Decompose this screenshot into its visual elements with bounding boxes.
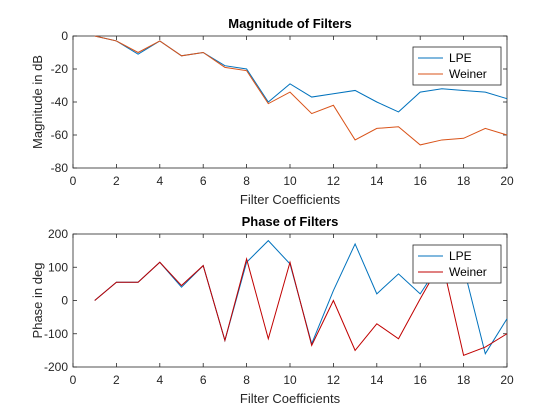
y-tick-label: -80	[51, 161, 69, 175]
legend-entry: LPE	[449, 51, 472, 65]
x-tick-label: 8	[243, 373, 250, 387]
y-axis-label: Magnitude in dB	[30, 55, 45, 149]
y-axis-label: Phase in deg	[30, 263, 45, 339]
legend-entry: LPE	[449, 249, 472, 263]
x-axis-label: Filter Coefficients	[240, 192, 341, 207]
x-axis-label: Filter Coefficients	[240, 391, 341, 406]
y-tick-label: -200	[44, 360, 68, 374]
x-tick-label: 20	[500, 373, 514, 387]
x-tick-label: 16	[414, 373, 428, 387]
x-tick-label: 0	[70, 174, 77, 188]
y-tick-label: -100	[44, 327, 68, 341]
x-tick-label: 6	[200, 174, 207, 188]
legend-entry: Weiner	[449, 67, 487, 81]
y-tick-label: -60	[51, 128, 69, 142]
y-tick-label: -20	[51, 62, 69, 76]
y-tick-label: -40	[51, 95, 69, 109]
legend-entry: Weiner	[449, 265, 487, 279]
x-tick-label: 12	[327, 373, 341, 387]
legend: LPE Weiner	[413, 47, 501, 85]
chart-title: Phase of Filters	[242, 214, 339, 229]
x-tick-label: 0	[70, 373, 77, 387]
x-tick-label: 10	[283, 373, 297, 387]
x-tick-label: 16	[414, 174, 428, 188]
y-tick-label: 100	[48, 260, 68, 274]
x-tick-label: 20	[500, 174, 514, 188]
magnitude-plot: 0 2 4 6 8 10 12 14 16 18 20 0 -20 -40 -60 -80 Magnitude …	[30, 16, 514, 207]
chart-title: Magnitude of Filters	[228, 16, 352, 31]
x-tick-label: 14	[370, 373, 384, 387]
x-tick-label: 2	[113, 174, 120, 188]
phase-plot: 0 2 4 6 8 10 12 14 16 18 20 200 100 0 -100 -200 Phase of…	[30, 214, 514, 406]
legend: LPE Weiner	[413, 245, 501, 283]
x-tick-label: 4	[156, 174, 163, 188]
x-tick-label: 12	[327, 174, 341, 188]
y-tick-label: 200	[48, 227, 68, 241]
x-tick-label: 2	[113, 373, 120, 387]
y-tick-label: 0	[61, 294, 68, 308]
x-tick-label: 8	[243, 174, 250, 188]
x-tick-label: 14	[370, 174, 384, 188]
x-tick-label: 18	[457, 174, 471, 188]
y-tick-label: 0	[61, 29, 68, 43]
x-tick-label: 18	[457, 373, 471, 387]
x-tick-label: 6	[200, 373, 207, 387]
x-tick-label: 4	[156, 373, 163, 387]
x-tick-label: 10	[283, 174, 297, 188]
